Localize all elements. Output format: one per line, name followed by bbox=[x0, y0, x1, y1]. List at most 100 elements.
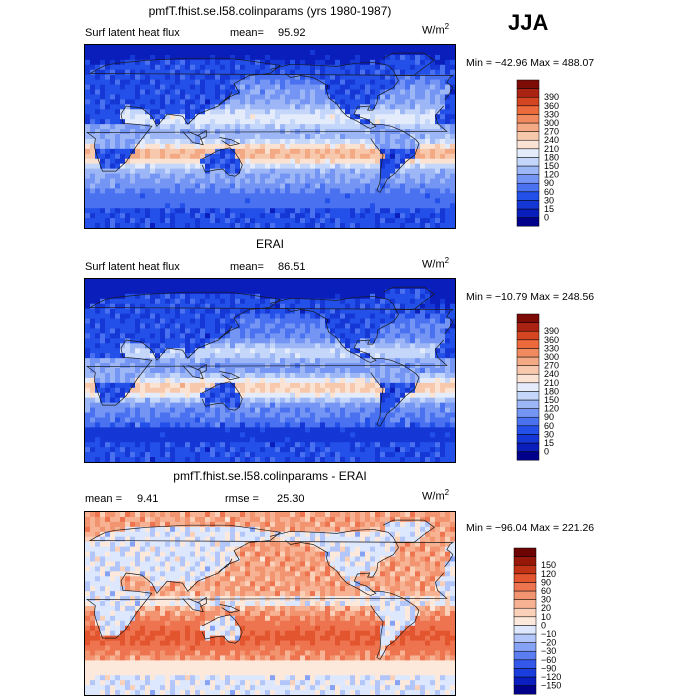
field-cell bbox=[280, 323, 286, 329]
field-cell bbox=[410, 138, 416, 145]
field-cell bbox=[365, 54, 371, 61]
field-cell bbox=[115, 387, 121, 394]
field-cell bbox=[110, 163, 116, 170]
field-cell bbox=[405, 173, 411, 179]
panel1-colorbar: 0 15 30 60 90 120 150 180 210 240 270 300 330 360 390 bbox=[516, 79, 577, 230]
field-cell bbox=[275, 377, 281, 384]
field-cell bbox=[345, 348, 351, 354]
field-cell bbox=[85, 387, 91, 394]
field-cell bbox=[355, 372, 361, 379]
field-cell bbox=[340, 377, 346, 384]
field-cell bbox=[200, 49, 206, 56]
field-cell bbox=[160, 84, 166, 90]
field-cell bbox=[330, 49, 336, 56]
field-cell bbox=[155, 372, 161, 379]
field-cell bbox=[340, 203, 346, 209]
field-cell bbox=[240, 69, 246, 76]
field-cell bbox=[245, 298, 251, 305]
field-cell bbox=[330, 377, 336, 384]
field-cell bbox=[170, 402, 176, 408]
field-cell bbox=[95, 109, 101, 115]
field-cell bbox=[340, 298, 346, 305]
field-cell bbox=[420, 54, 426, 61]
field-cell bbox=[270, 368, 276, 374]
field-cell bbox=[290, 412, 296, 418]
field-cell bbox=[195, 143, 201, 150]
field-cell bbox=[320, 343, 326, 349]
field-cell bbox=[330, 119, 336, 125]
field-cell bbox=[330, 338, 336, 344]
field-cell bbox=[450, 358, 455, 364]
field-cell bbox=[220, 328, 226, 334]
field-cell bbox=[210, 368, 216, 374]
field-cell bbox=[330, 368, 336, 374]
field-cell bbox=[320, 173, 326, 179]
field-cell bbox=[380, 298, 386, 305]
field-cell bbox=[420, 368, 426, 374]
field-cell bbox=[320, 348, 326, 354]
field-cell bbox=[425, 198, 431, 204]
field-cell bbox=[360, 279, 366, 285]
field-cell bbox=[135, 89, 141, 95]
field-cell bbox=[100, 134, 106, 140]
field-cell bbox=[320, 119, 326, 125]
field-cell bbox=[120, 223, 126, 228]
field-cell bbox=[405, 353, 411, 359]
field-cell bbox=[120, 158, 126, 165]
field-cell bbox=[285, 333, 291, 339]
field-cell bbox=[340, 397, 346, 404]
field-cell bbox=[390, 74, 396, 81]
field-cell bbox=[110, 94, 116, 100]
field-cell bbox=[430, 54, 436, 61]
field-cell bbox=[270, 358, 276, 364]
field-cell bbox=[140, 318, 146, 324]
field-cell bbox=[210, 313, 216, 319]
field-cell bbox=[155, 283, 161, 290]
field-cell bbox=[135, 218, 141, 224]
coastline bbox=[219, 137, 241, 147]
field-cell bbox=[280, 163, 286, 170]
field-cell bbox=[345, 54, 351, 61]
field-cell bbox=[435, 74, 441, 81]
field-cell bbox=[305, 333, 311, 339]
field-cell bbox=[125, 283, 131, 290]
field-cell bbox=[225, 168, 231, 174]
field-cell bbox=[365, 148, 371, 155]
field-cell bbox=[425, 89, 431, 95]
field-cell bbox=[275, 198, 281, 204]
field-cell bbox=[295, 308, 301, 315]
field-cell bbox=[315, 348, 321, 354]
field-cell bbox=[230, 89, 236, 95]
field-cell bbox=[410, 59, 416, 66]
field-cell bbox=[170, 54, 176, 61]
field-cell bbox=[95, 333, 101, 339]
field-cell bbox=[430, 148, 436, 155]
field-cell bbox=[320, 283, 326, 290]
field-cell bbox=[425, 303, 431, 310]
field-cell bbox=[190, 158, 196, 165]
field-cell bbox=[325, 158, 331, 165]
field-cell bbox=[320, 417, 326, 423]
field-cell bbox=[315, 223, 321, 228]
field-cell bbox=[370, 193, 376, 199]
field-cell bbox=[265, 338, 271, 344]
field-cell bbox=[400, 124, 406, 130]
field-cell bbox=[450, 298, 455, 305]
field-cell bbox=[410, 318, 416, 324]
field-cell bbox=[275, 163, 281, 170]
field-cell bbox=[295, 377, 301, 384]
field-cell bbox=[415, 402, 421, 408]
field-cell bbox=[165, 119, 171, 125]
field-cell bbox=[145, 218, 151, 224]
field-cell bbox=[200, 372, 206, 379]
field-cell bbox=[295, 193, 301, 199]
field-cell bbox=[445, 138, 451, 145]
field-cell bbox=[425, 417, 431, 423]
field-cell bbox=[415, 74, 421, 81]
field-cell bbox=[165, 392, 171, 399]
field-cell bbox=[285, 158, 291, 165]
field-cell bbox=[230, 79, 236, 85]
field-cell bbox=[380, 218, 386, 224]
field-cell bbox=[170, 218, 176, 224]
field-cell bbox=[170, 84, 176, 90]
